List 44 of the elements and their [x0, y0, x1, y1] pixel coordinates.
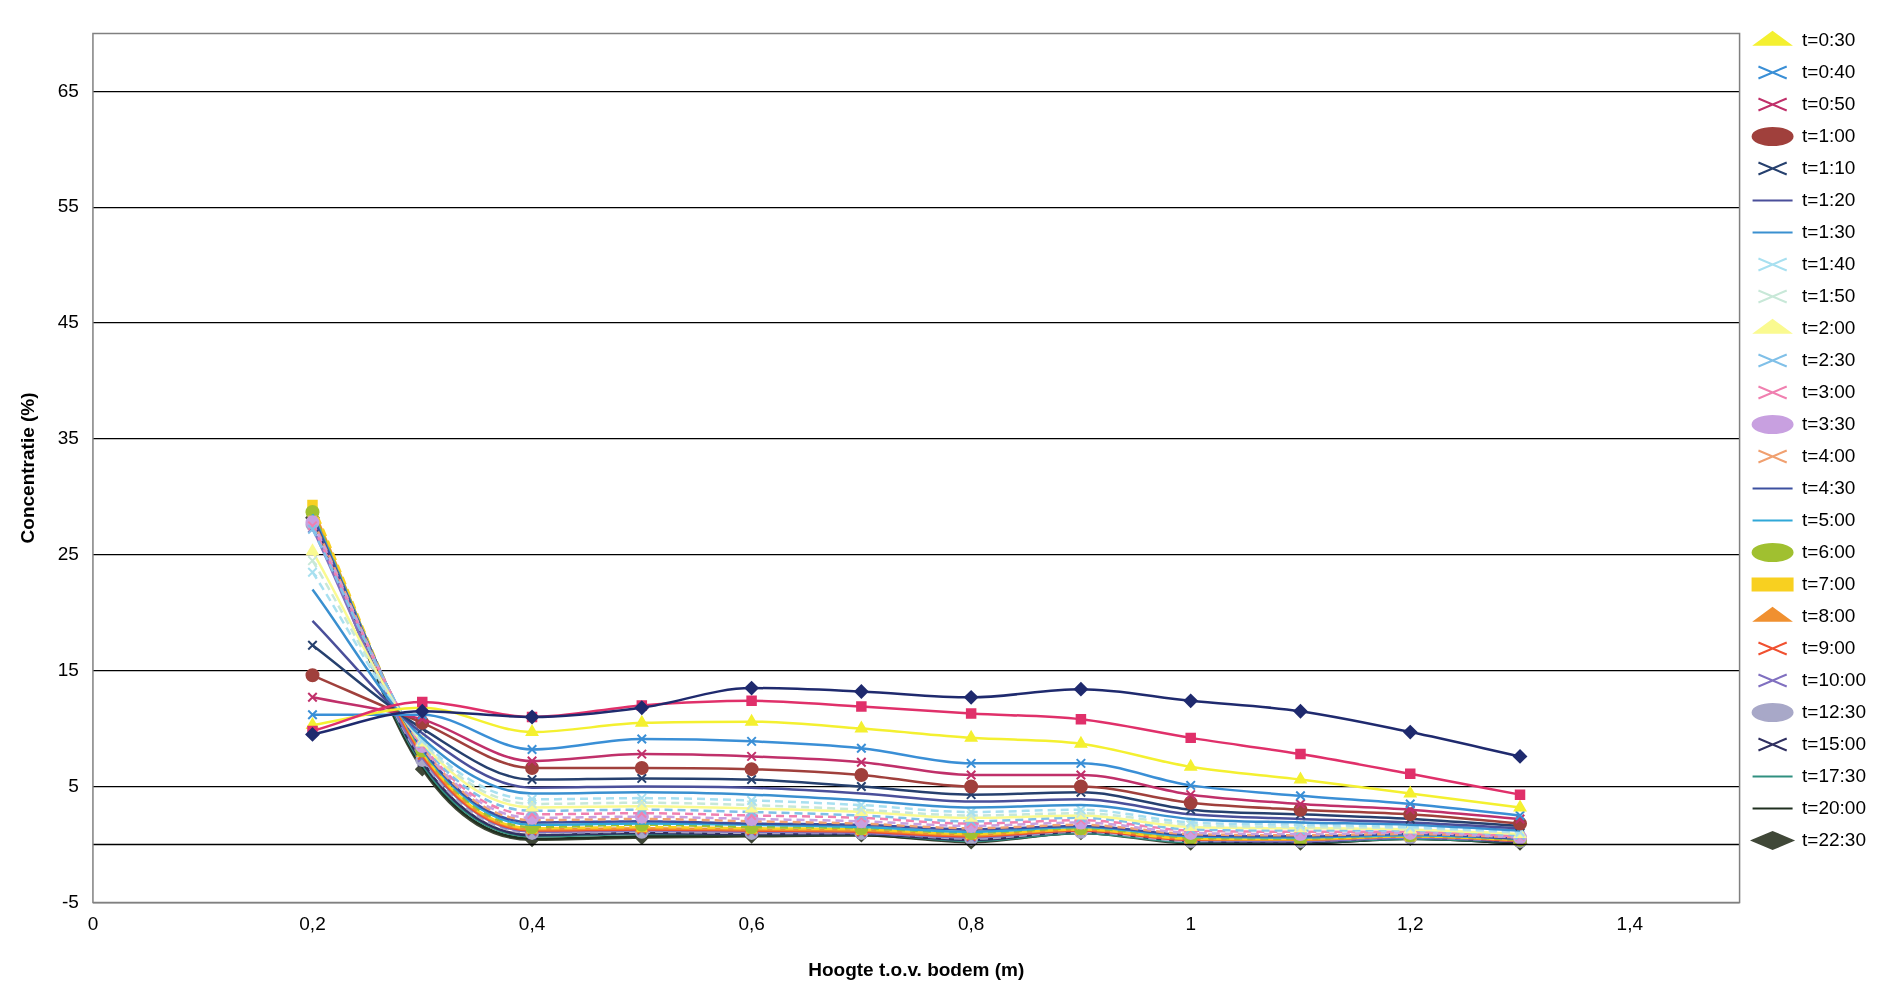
y-tick-label: 35: [57, 427, 79, 449]
x-tick-label: 0,8: [957, 913, 985, 935]
legend-label: t=3:30: [1802, 412, 1856, 434]
legend-label: t=1:00: [1802, 124, 1856, 146]
y-tick-label: 25: [57, 543, 79, 565]
x-tick-label: 0,2: [299, 913, 326, 935]
legend-label: t=15:00: [1802, 732, 1866, 754]
x-tick-label: 1: [1185, 913, 1196, 935]
legend-label: t=20:00: [1802, 796, 1866, 818]
x-tick-label: 1,4: [1616, 913, 1644, 935]
legend-label: t=6:00: [1802, 540, 1856, 562]
x-tick-label: 0,4: [518, 913, 546, 935]
y-axis-title: Concentratie (%): [16, 392, 38, 544]
legend-label: t=3:00: [1802, 380, 1856, 402]
legend-label: t=0:40: [1802, 60, 1856, 82]
y-tick-label: -5: [62, 890, 79, 912]
legend-label: t=2:30: [1802, 348, 1856, 370]
legend-label: t=1:40: [1802, 252, 1856, 274]
legend-label: t=1:20: [1802, 188, 1856, 210]
x-tick-label: 0,6: [738, 913, 765, 935]
y-tick-label: 15: [57, 658, 79, 680]
y-tick-label: 65: [57, 79, 79, 101]
legend-label: t=4:00: [1802, 444, 1856, 466]
legend-label: t=4:30: [1802, 476, 1856, 498]
y-tick-label: 45: [57, 311, 79, 333]
legend-label: t=10:00: [1802, 668, 1866, 690]
y-tick-label: 5: [68, 774, 79, 796]
legend-label: t=17:30: [1802, 764, 1866, 786]
legend-label: t=5:00: [1802, 508, 1856, 530]
y-tick-label: 55: [57, 195, 79, 217]
legend-label: t=0:50: [1802, 92, 1856, 114]
legend-label: t=1:50: [1802, 284, 1856, 306]
legend-label: t=2:00: [1802, 316, 1856, 338]
legend-label: t=12:30: [1802, 700, 1866, 722]
x-tick-label: 1,2: [1397, 913, 1424, 935]
x-tick-label: 0: [87, 913, 99, 935]
legend-label: t=22:30: [1802, 828, 1866, 850]
legend-label: t=7:00: [1802, 572, 1856, 594]
x-axis-title: Hoogte t.o.v. bodem (m): [808, 958, 1025, 980]
legend-label: t=1:30: [1802, 220, 1856, 242]
legend-label: t=9:00: [1802, 636, 1856, 658]
legend-label: t=8:00: [1802, 604, 1856, 626]
legend-label: t=0:30: [1802, 28, 1856, 50]
legend-label: t=1:10: [1802, 156, 1856, 178]
